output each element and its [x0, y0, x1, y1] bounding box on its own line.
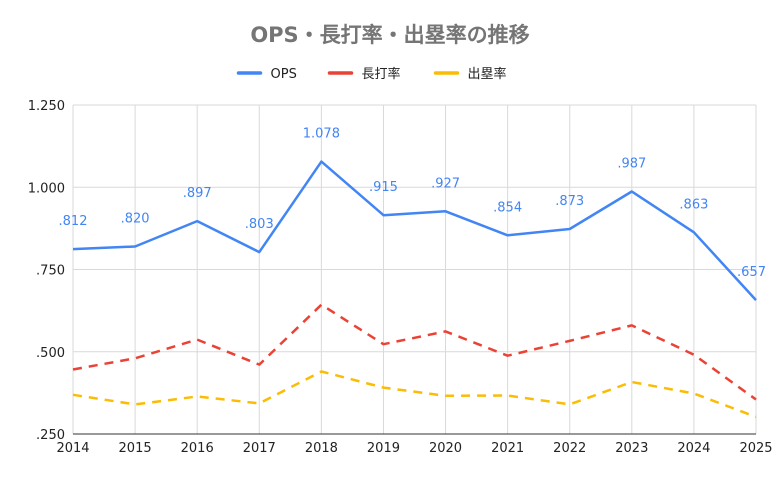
y-axis: 1.250 1.000 .750 .500 .250 — [28, 99, 65, 443]
x-tick-label: 2019 — [367, 441, 400, 456]
series-line — [72, 160, 757, 301]
legend-label: 出塁率 — [468, 66, 507, 82]
y-tick-label: 1.250 — [28, 99, 65, 114]
x-tick-label: 2024 — [677, 441, 710, 456]
data-label: .897 — [183, 186, 212, 201]
data-label: .873 — [555, 194, 584, 209]
legend-entry: 長打率 — [327, 66, 401, 82]
x-tick-label: 2021 — [491, 441, 524, 456]
data-label: .820 — [121, 211, 150, 226]
data-label: 1.078 — [303, 127, 340, 142]
x-tick-label: 2023 — [615, 441, 648, 456]
y-tick-label: 1.000 — [28, 181, 65, 196]
x-tick-label: 2025 — [739, 441, 772, 456]
legend: OPS 長打率 出塁率 — [236, 66, 507, 82]
data-label: .803 — [245, 217, 274, 232]
data-label: .854 — [493, 200, 522, 215]
y-tick-label: .500 — [36, 346, 65, 361]
series-lines — [72, 160, 757, 419]
legend-label: OPS — [271, 67, 297, 82]
data-label: .927 — [431, 176, 460, 191]
legend-entry: 出塁率 — [433, 66, 507, 82]
y-tick-label: .750 — [36, 264, 65, 279]
data-label: .987 — [617, 157, 646, 172]
legend-label: 長打率 — [362, 66, 401, 82]
x-tick-label: 2017 — [243, 441, 276, 456]
data-labels: .812 .820 .897 .803 1.078 .915 .927 .854 .873 .98… — [59, 127, 766, 281]
x-tick-label: 2016 — [181, 441, 214, 456]
data-label: .812 — [59, 214, 88, 229]
x-tick-label: 2018 — [305, 441, 338, 456]
y-tick-label: .250 — [36, 428, 65, 443]
series-line — [72, 303, 757, 401]
chart-title: OPS・長打率・出塁率の推移 — [250, 23, 529, 47]
x-tick-label: 2020 — [429, 441, 462, 456]
data-label: .863 — [679, 197, 708, 212]
x-tick-label: 2014 — [56, 441, 89, 456]
legend-entry: OPS — [236, 67, 297, 82]
data-label: .915 — [369, 180, 398, 195]
series-line — [72, 370, 757, 419]
x-axis: 2014 2015 2016 2017 2018 2019 2020 2021 2022 2023… — [56, 433, 773, 456]
x-tick-label: 2015 — [119, 441, 152, 456]
data-label: .657 — [737, 265, 766, 280]
grid — [72, 104, 757, 435]
x-tick-label: 2022 — [553, 441, 586, 456]
